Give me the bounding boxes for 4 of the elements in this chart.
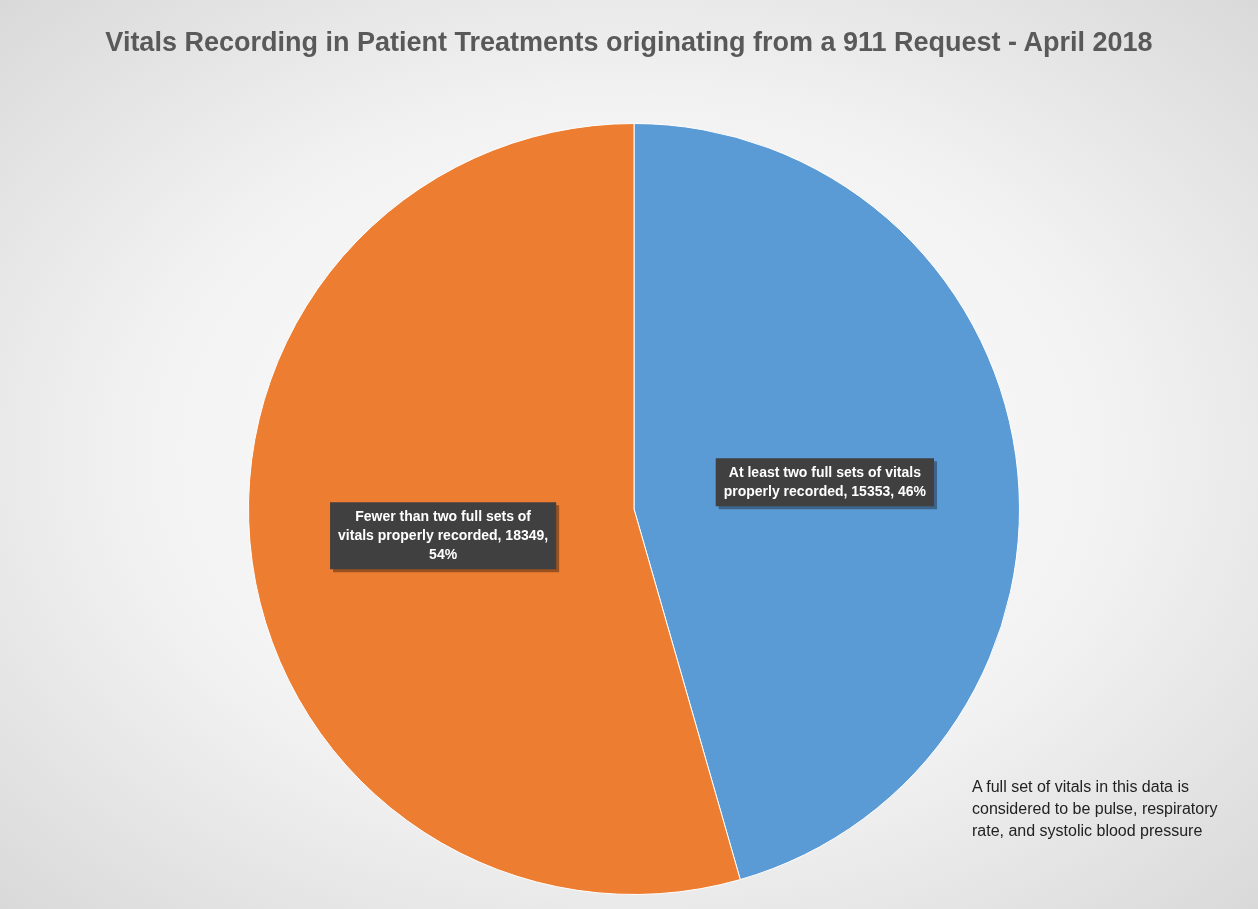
chart-title: Vitals Recording in Patient Treatments originating from a 911 Request - April 2018 [104,26,1154,59]
slice-label: Fewer than two full sets of vitals properly recorded, 18349, 54% [338,507,549,562]
text: A full set of vitals in this data is considered to be pulse, respiratory rate, and systolic blood pressure [972,777,1219,841]
slice-label: At least two full sets of vitals properly recorded, 15353, 46% [723,463,927,499]
